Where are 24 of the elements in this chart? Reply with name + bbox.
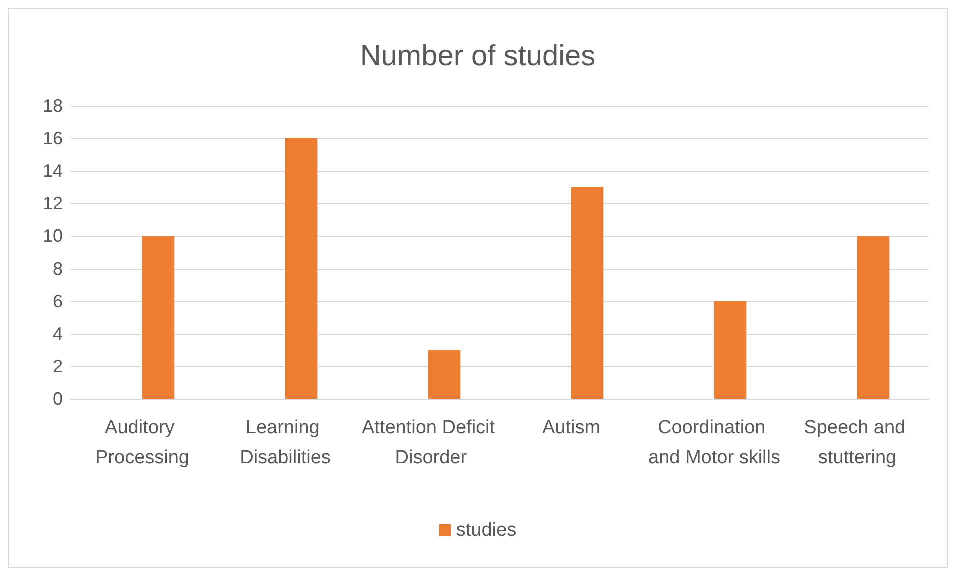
y-tick-label: 2	[52, 356, 63, 376]
y-tick-label: 4	[52, 324, 63, 344]
x-tick-label: Auditory Processing	[96, 418, 190, 468]
x-tick-label: Speech and stuttering	[804, 418, 911, 468]
x-tick-label: Coordination and Motor skills	[648, 418, 780, 468]
bar	[572, 187, 604, 399]
y-tick-label: 12	[42, 194, 63, 214]
y-tick-label: 8	[52, 258, 63, 279]
y-tick-label: 16	[42, 128, 63, 149]
bar	[428, 350, 461, 399]
x-tick-label: Attention Deficit Disorder	[362, 418, 496, 468]
y-tick-label: 18	[42, 96, 63, 116]
x-tick-label: Autism	[542, 418, 601, 438]
y-tick-label: 0	[52, 389, 63, 409]
bar	[286, 138, 318, 399]
y-tick-label: 10	[42, 226, 63, 246]
y-tick-label: 6	[52, 291, 63, 312]
bar	[142, 236, 175, 399]
x-tick-label: Learning Disabilities	[240, 418, 331, 468]
bar	[714, 301, 747, 399]
y-tick-label: 14	[42, 161, 63, 182]
bar	[858, 236, 890, 399]
chart-title: Number of studies	[360, 40, 596, 72]
legend-label: studies	[456, 520, 517, 541]
